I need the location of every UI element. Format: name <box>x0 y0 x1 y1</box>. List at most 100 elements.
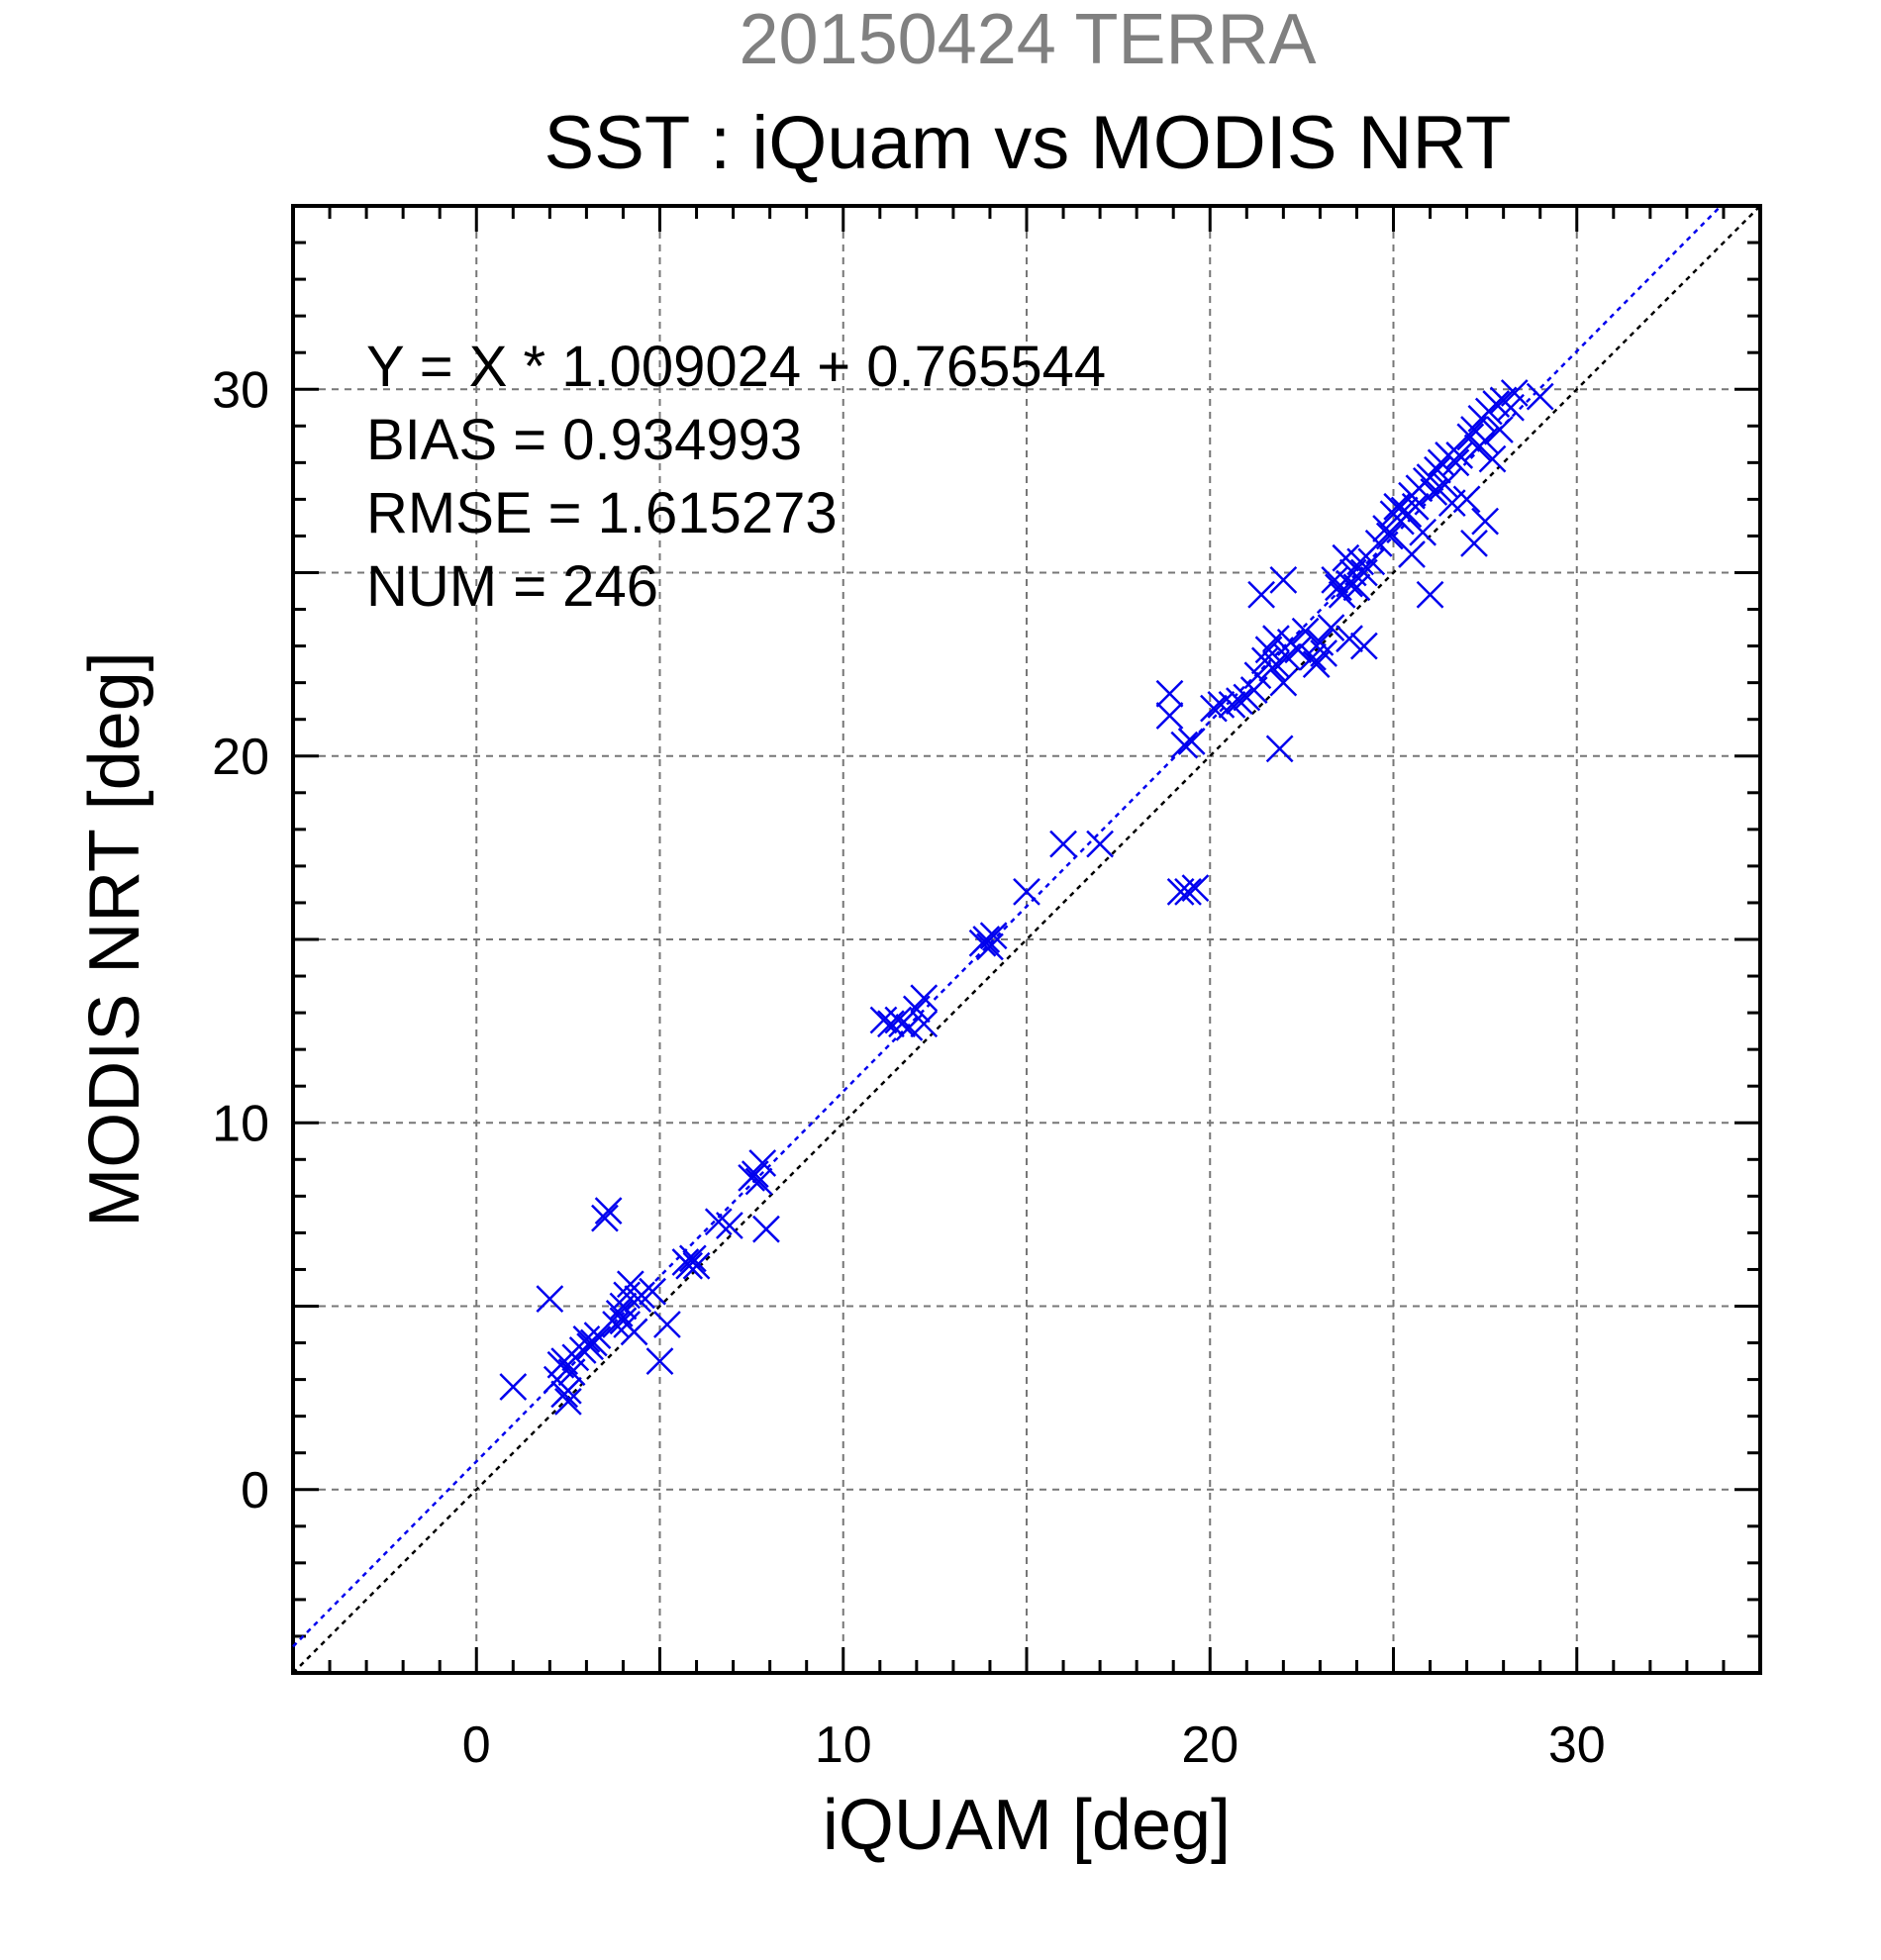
data-point-marker <box>1336 625 1363 653</box>
data-point-marker <box>1478 444 1507 473</box>
data-point-marker <box>1424 455 1451 484</box>
data-point-marker <box>602 1311 630 1338</box>
data-point-marker <box>748 1149 777 1177</box>
data-point-marker <box>744 1167 773 1196</box>
data-point-marker <box>1452 485 1481 514</box>
data-point-marker <box>752 1215 780 1243</box>
data-point-marker <box>678 1244 707 1273</box>
data-point-marker <box>1247 580 1276 609</box>
x-tick-label: 20 <box>1181 1716 1238 1774</box>
data-point-marker <box>1243 661 1272 690</box>
data-point-marker <box>1218 690 1246 719</box>
data-point-marker <box>1049 830 1077 858</box>
data-point-marker <box>572 1324 601 1353</box>
data-point-marker <box>499 1373 528 1401</box>
data-point-marker <box>1431 470 1459 499</box>
data-point-marker <box>609 1292 638 1321</box>
data-point-marker <box>1486 416 1514 443</box>
x-tick-label: 10 <box>815 1716 872 1774</box>
data-point-marker <box>1155 679 1184 708</box>
data-point-marker <box>1174 877 1202 906</box>
stats-annotation: Y = X * 1.009024 + 0.765544 BIAS = 0.934… <box>366 335 1106 619</box>
data-point-marker <box>1445 441 1474 469</box>
data-point-marker <box>869 1006 898 1034</box>
data-point-marker <box>1357 547 1386 576</box>
plot-area-frame <box>291 204 1762 1675</box>
data-point-marker <box>1269 566 1298 594</box>
data-point-marker <box>1310 639 1337 667</box>
data-point-marker <box>1460 529 1488 557</box>
x-tick-label: 30 <box>1548 1716 1606 1774</box>
data-point-marker <box>1086 830 1114 858</box>
data-point-marker <box>1398 540 1426 568</box>
x-tick-label: 0 <box>462 1716 491 1774</box>
data-point-marker <box>653 1311 681 1338</box>
regression-line <box>292 205 1723 1648</box>
data-point-marker <box>1200 694 1228 723</box>
data-point-marker <box>910 984 939 1013</box>
data-point-marker <box>877 1010 905 1038</box>
data-point-marker <box>972 926 1001 953</box>
data-points <box>499 379 1554 1416</box>
data-point-marker <box>1269 668 1298 697</box>
data-point-marker <box>1336 569 1363 598</box>
data-point-marker <box>639 1277 666 1306</box>
data-point-marker <box>1177 728 1206 755</box>
data-point-marker <box>1342 573 1371 602</box>
data-point-marker <box>1181 874 1210 903</box>
data-point-marker <box>1317 614 1345 641</box>
y-axis-label: MODIS NRT [deg] <box>75 651 154 1227</box>
reference-lines <box>292 205 1761 1674</box>
data-point-marker <box>1265 735 1294 763</box>
data-point-marker <box>583 1322 612 1350</box>
data-point-marker <box>1409 518 1437 546</box>
y-tick-label: 0 <box>241 1462 269 1519</box>
data-point-marker <box>1170 731 1199 759</box>
bias-value: BIAS = 0.934993 <box>366 408 802 472</box>
y-tick-label: 30 <box>212 361 269 419</box>
regression-equation: Y = X * 1.009024 + 0.765544 <box>366 335 1106 399</box>
data-point-marker <box>704 1208 733 1236</box>
num-value: NUM = 246 <box>366 554 658 619</box>
data-point-marker <box>553 1376 582 1405</box>
data-point-marker <box>628 1281 655 1310</box>
data-point-marker <box>613 1281 642 1310</box>
x-axis-label: iQUAM [deg] <box>823 1786 1231 1865</box>
data-point-marker <box>579 1328 608 1357</box>
data-point-marker <box>1155 702 1184 730</box>
data-point-marker <box>1299 642 1327 671</box>
data-point-marker <box>1471 427 1500 455</box>
data-point-marker <box>1349 632 1378 660</box>
y-tick-label: 10 <box>212 1095 269 1152</box>
rmse-value: RMSE = 1.615273 <box>366 481 838 545</box>
chart-title: SST : iQuam vs MODIS NRT <box>544 101 1512 185</box>
data-point-marker <box>1471 507 1500 536</box>
data-point-marker <box>682 1251 711 1280</box>
y-tick-labels: 0 10 20 30 <box>212 361 269 1519</box>
data-point-marker <box>594 1197 623 1225</box>
chart-subtitle: 20150424 TERRA <box>739 0 1316 79</box>
data-point-marker <box>716 1212 743 1239</box>
data-point-marker <box>645 1347 674 1375</box>
data-point-marker <box>1526 382 1554 411</box>
data-point-marker <box>536 1285 564 1313</box>
data-point-marker <box>1416 580 1444 609</box>
data-point-marker <box>620 1318 648 1346</box>
data-point-marker <box>1226 687 1253 716</box>
data-point-marker <box>1284 636 1313 664</box>
data-point-marker <box>591 1204 619 1232</box>
data-point-marker <box>1441 448 1470 477</box>
data-point-marker <box>1013 877 1040 906</box>
data-point-marker <box>675 1251 704 1280</box>
data-point-marker <box>1291 617 1320 645</box>
x-tick-labels: 0 10 20 30 <box>462 1716 1606 1774</box>
data-point-marker <box>553 1387 582 1416</box>
data-point-marker <box>1401 492 1430 521</box>
data-point-marker <box>1306 629 1335 656</box>
y-tick-label: 20 <box>212 729 269 786</box>
data-point-marker <box>910 1010 939 1038</box>
data-point-marker <box>979 922 1008 950</box>
data-point-marker <box>1207 690 1236 719</box>
data-point-marker <box>976 932 1004 961</box>
